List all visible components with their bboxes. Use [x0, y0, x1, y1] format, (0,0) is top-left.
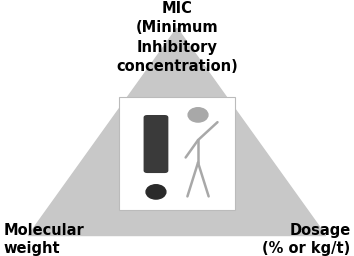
FancyBboxPatch shape [144, 115, 169, 173]
FancyBboxPatch shape [119, 97, 235, 210]
Circle shape [146, 185, 166, 199]
Text: Dosage
(% or kg/t): Dosage (% or kg/t) [262, 223, 350, 256]
Circle shape [188, 108, 208, 122]
Text: MIC
(Minimum
Inhibitory
concentration): MIC (Minimum Inhibitory concentration) [116, 1, 238, 74]
Polygon shape [28, 28, 326, 236]
Text: Molecular
weight
(g/mol): Molecular weight (g/mol) [4, 223, 84, 256]
